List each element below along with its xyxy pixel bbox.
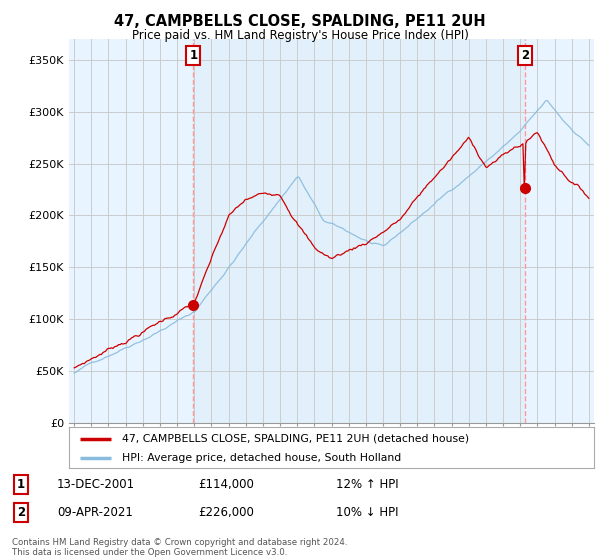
Text: 2: 2: [521, 49, 529, 62]
Text: £226,000: £226,000: [198, 506, 254, 519]
Text: 09-APR-2021: 09-APR-2021: [57, 506, 133, 519]
Text: 1: 1: [190, 49, 197, 62]
Bar: [193, 39, 525, 423]
Text: 10% ↓ HPI: 10% ↓ HPI: [336, 506, 398, 519]
Text: HPI: Average price, detached house, South Holland: HPI: Average price, detached house, Sout…: [121, 452, 401, 463]
Text: Contains HM Land Registry data © Crown copyright and database right 2024.
This d: Contains HM Land Registry data © Crown c…: [12, 538, 347, 557]
Text: 13-DEC-2001: 13-DEC-2001: [57, 478, 135, 491]
Text: 47, CAMPBELLS CLOSE, SPALDING, PE11 2UH (detached house): 47, CAMPBELLS CLOSE, SPALDING, PE11 2UH …: [121, 433, 469, 444]
Text: £114,000: £114,000: [198, 478, 254, 491]
Text: Price paid vs. HM Land Registry's House Price Index (HPI): Price paid vs. HM Land Registry's House …: [131, 29, 469, 42]
Text: 12% ↑ HPI: 12% ↑ HPI: [336, 478, 398, 491]
Text: 47, CAMPBELLS CLOSE, SPALDING, PE11 2UH: 47, CAMPBELLS CLOSE, SPALDING, PE11 2UH: [114, 14, 486, 29]
Text: 2: 2: [17, 506, 25, 519]
Text: 1: 1: [17, 478, 25, 491]
